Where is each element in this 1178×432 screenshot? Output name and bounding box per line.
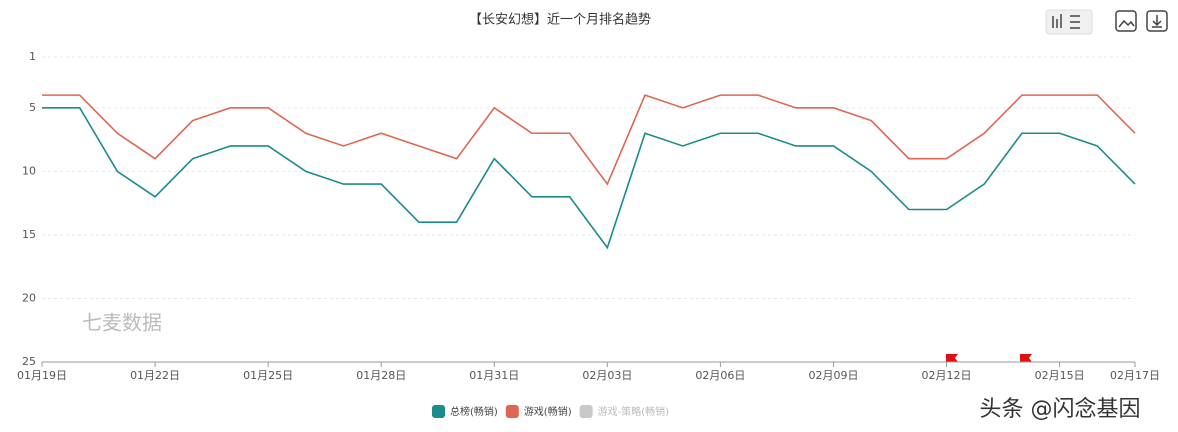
image-icon — [1118, 19, 1135, 28]
x-tick-label: 01月25日 — [243, 369, 293, 382]
y-tick-label: 5 — [29, 101, 36, 114]
x-tick-label: 01月28日 — [356, 369, 406, 382]
download-icon — [1152, 15, 1162, 28]
series-line — [42, 94, 1136, 186]
flag — [946, 354, 958, 368]
flags — [946, 354, 1032, 368]
legend-swatch — [579, 405, 593, 418]
x-tick-label: 01月31日 — [469, 369, 519, 382]
x-tick-label: 02月12日 — [922, 369, 972, 382]
y-tick-label: 10 — [22, 164, 36, 177]
x-tick-label: 01月22日 — [130, 369, 180, 382]
legend-swatch — [505, 405, 519, 418]
toggle-icon — [1052, 14, 1080, 29]
download-button[interactable] — [1146, 10, 1168, 32]
legend-label: 游戏-策略(畅销) — [598, 405, 670, 418]
flag — [1020, 354, 1032, 368]
x-tick-label: 02月09日 — [808, 369, 858, 382]
y-tick-label: 25 — [22, 355, 36, 368]
y-tick-label: 20 — [22, 291, 36, 304]
legend-label: 游戏(畅销) — [524, 405, 572, 418]
x-tick-label: 02月03日 — [582, 369, 632, 382]
x-tick-label: 02月06日 — [695, 369, 745, 382]
y-tick-label: 1 — [29, 50, 36, 63]
series-line — [42, 107, 1136, 250]
x-tick-label: 02月15日 — [1035, 369, 1085, 382]
toolbar[interactable] — [1045, 9, 1168, 35]
legend-swatch — [432, 405, 445, 418]
y-tick-label: 15 — [22, 228, 36, 241]
x-tick-label: 02月17日 — [1110, 369, 1160, 382]
x-tick-label: 01月19日 — [17, 369, 67, 382]
credit: 头条 @闪念基因 — [980, 397, 1141, 422]
watermark: 七麦数据 — [82, 311, 162, 335]
legend-label: 总榜(畅销) — [450, 405, 498, 418]
chart-title: 【长安幻想】近一个月排名趋势 — [469, 12, 651, 28]
image-button[interactable] — [1115, 10, 1137, 32]
